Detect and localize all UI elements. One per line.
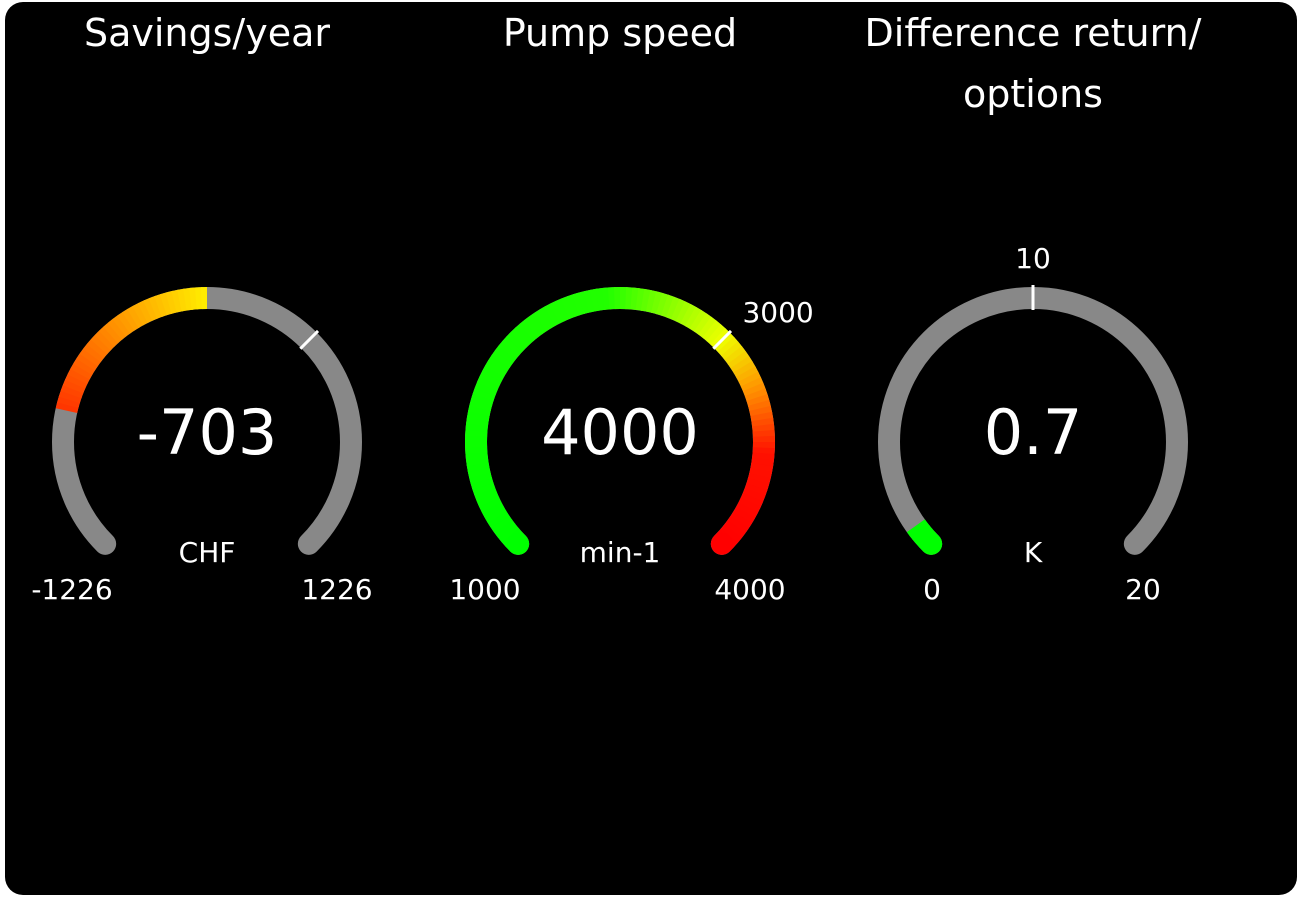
gauge-value-arc: [465, 287, 775, 555]
gauge-track: [52, 287, 362, 555]
gauge-tick-mark: [299, 329, 320, 350]
gauge-tick-label: 10: [1015, 242, 1051, 275]
gauge-unit: min-1: [580, 536, 661, 569]
gauge-max-label: 4000: [714, 573, 785, 606]
gauge-min-label: 0: [923, 573, 941, 606]
gauge-tick-label: 3000: [742, 296, 813, 329]
gauge-value: -703: [137, 396, 278, 469]
gauge-fill-segment: [906, 519, 928, 537]
gauge-min-label: 1000: [449, 573, 520, 606]
gauge-value-arc: [906, 519, 943, 555]
gauge-unit: CHF: [179, 536, 236, 569]
gauge-title: Pump speed: [503, 11, 737, 55]
gauges-canvas: Savings/year -703 CHF -1226 1226 Pump speed 30…: [31, 11, 1202, 606]
gauge-tick-mark: [712, 329, 733, 350]
gauge-title: Difference return/: [865, 11, 1202, 55]
gauge-max-label: 20: [1125, 573, 1161, 606]
gauge-value: 0.7: [984, 396, 1083, 469]
dashboard-panel: Savings/year -703 CHF -1226 1226 Pump speed 30…: [5, 2, 1297, 895]
gauge-title: options: [963, 72, 1103, 116]
gauge-unit: K: [1024, 536, 1043, 569]
gauge-title: Savings/year: [84, 11, 330, 55]
gauge-value: 4000: [541, 396, 699, 469]
gauge-3: Difference return/options 10 0.7 K 0 20: [865, 11, 1202, 606]
gauge-fill-cap: [920, 532, 943, 555]
gauge-value-arc: [55, 286, 208, 414]
gauge-max-label: 1226: [301, 573, 372, 606]
gauge-fill-cap: [710, 532, 733, 555]
gauge-fill-cap: [507, 532, 530, 555]
gauge-1: Savings/year -703 CHF -1226 1226: [31, 11, 372, 606]
gauge-2: Pump speed 3000 4000 min-1 1000 4000: [449, 11, 813, 606]
gauge-min-label: -1226: [31, 573, 112, 606]
